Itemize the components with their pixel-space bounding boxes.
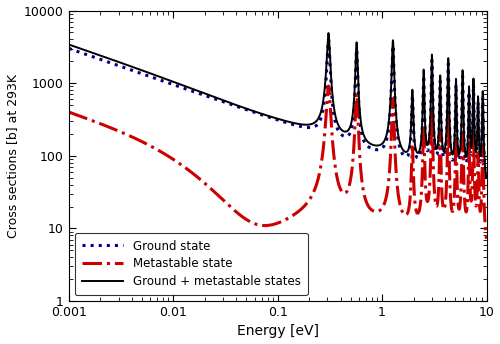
Ground + metastable states [286, 120, 292, 124]
Line: Ground state: Ground state [69, 40, 486, 183]
Ground + metastable states [320, 101, 326, 106]
Ground state [88, 54, 94, 58]
Line: Metastable state: Metastable state [69, 86, 486, 239]
Metastable state [326, 84, 332, 88]
Ground + metastable states [88, 50, 94, 54]
Ground state [320, 109, 326, 113]
Line: Ground + metastable states: Ground + metastable states [69, 33, 486, 178]
Ground + metastable states [280, 118, 285, 122]
Y-axis label: Cross sections [b] at 293K: Cross sections [b] at 293K [6, 74, 18, 238]
Ground + metastable states [128, 64, 134, 68]
Ground state [128, 68, 134, 72]
Metastable state [128, 134, 134, 138]
Metastable state [320, 150, 326, 154]
Ground state [66, 46, 72, 51]
Ground state [326, 37, 332, 42]
Metastable state [88, 118, 94, 122]
Metastable state [280, 219, 285, 223]
Ground + metastable states [326, 31, 332, 35]
Ground + metastable states [174, 81, 180, 85]
Metastable state [484, 237, 490, 241]
Metastable state [174, 160, 180, 164]
X-axis label: Energy [eV]: Energy [eV] [236, 324, 318, 338]
Ground state [484, 181, 490, 185]
Metastable state [66, 110, 72, 114]
Legend: Ground state, Metastable state, Ground + metastable states: Ground state, Metastable state, Ground +… [75, 233, 308, 295]
Ground state [280, 119, 285, 123]
Metastable state [286, 216, 292, 220]
Ground + metastable states [484, 176, 490, 180]
Ground state [286, 121, 292, 125]
Ground + metastable states [66, 42, 72, 46]
Ground state [174, 84, 180, 88]
